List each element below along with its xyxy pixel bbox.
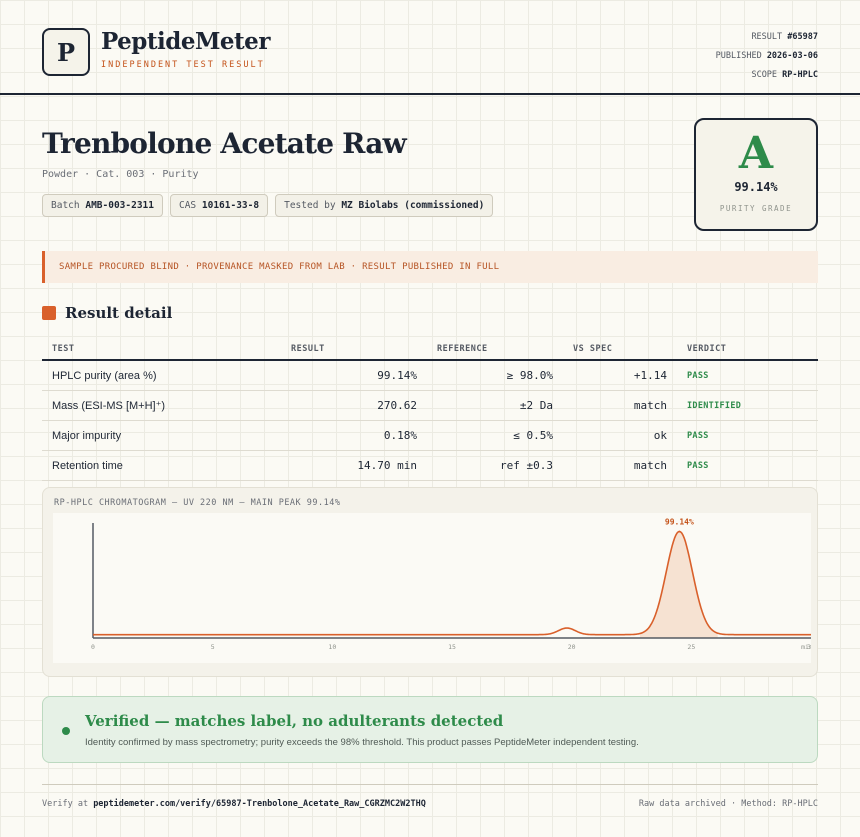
chart-title: RP-HPLC CHROMATOGRAM — UV 220 NM — MAIN …	[54, 498, 341, 508]
cell-vs-spec: ok	[563, 420, 677, 451]
tested-by-chip: Tested by MZ Biolabs (commissioned)	[275, 194, 494, 217]
footer-divider	[42, 784, 818, 785]
main-peak-fill	[639, 531, 718, 638]
cell-vs-spec: +1.14	[563, 360, 677, 391]
cell-vs-spec: match	[563, 390, 677, 421]
scope-label: SCOPE	[751, 70, 778, 80]
main-peak-label: 99.14%	[665, 517, 694, 526]
procurement-notice: SAMPLE PROCURED BLIND · PROVENANCE MASKE…	[42, 251, 818, 283]
table-row: HPLC purity (area %) 99.14% ≥ 98.0% +1.1…	[42, 360, 818, 391]
chart-marks: 0 5 10 15 20 25 30min 99.14%	[91, 517, 811, 651]
cell-reference: ≥ 98.0%	[427, 360, 563, 391]
verify-link[interactable]: peptidemeter.com/verify/65987-Trenbolone…	[93, 799, 426, 809]
table-header-row: TEST RESULT REFERENCE VS SPEC VERDICT	[42, 338, 818, 361]
table-row: Retention time 14.70 min ref ±0.3 match …	[42, 450, 818, 481]
chromatogram-card: RP-HPLC CHROMATOGRAM — UV 220 NM — MAIN …	[42, 487, 818, 677]
batch-value: AMB-003-2311	[85, 200, 154, 211]
grade-value: 99.14%	[734, 180, 778, 194]
cell-vs-spec: match	[563, 450, 677, 481]
x-tick-label: 5	[211, 643, 215, 651]
product-subtitle: Powder · Cat. 003 · Purity	[42, 169, 199, 180]
cell-reference: ≤ 0.5%	[427, 420, 563, 451]
cell-reference: ref ±0.3	[427, 450, 563, 481]
cell-result: 14.70 min	[281, 450, 427, 481]
product-title: Trenbolone Acetate Raw	[42, 127, 407, 160]
verified-description: Identity confirmed by mass spectrometry;…	[85, 737, 639, 748]
tested-by-value: MZ Biolabs (commissioned)	[341, 200, 485, 211]
cell-test: Mass (ESI-MS [M+H]⁺)	[42, 390, 281, 421]
tested-by-label: Tested by	[284, 200, 336, 211]
brand-tagline: INDEPENDENT TEST RESULT	[101, 60, 265, 70]
cell-verdict: PASS	[677, 360, 818, 391]
cell-result: 0.18%	[281, 420, 427, 451]
cell-result: 99.14%	[281, 360, 427, 391]
batch-label: Batch	[51, 200, 80, 211]
table-row: Mass (ESI-MS [M+H]⁺) 270.62 ±2 Da match …	[42, 390, 818, 421]
x-tick-label: 20	[568, 643, 576, 651]
footer-archive-note: Raw data archived · Method: RP-HPLC	[638, 799, 818, 809]
cell-verdict: PASS	[677, 450, 818, 481]
grade-letter: A	[738, 128, 774, 179]
header-divider	[0, 93, 860, 95]
x-tick-label: 30	[807, 643, 811, 651]
result-id-label: RESULT	[751, 32, 783, 42]
cell-test: HPLC purity (area %)	[42, 360, 281, 391]
chromatogram-chart: 0 5 10 15 20 25 30min 99.14%	[53, 513, 811, 663]
column-header-test: TEST	[42, 338, 281, 361]
published-row: PUBLISHED 2026-03-06	[716, 47, 818, 66]
cell-verdict: PASS	[677, 420, 818, 451]
column-header-verdict: VERDICT	[677, 338, 818, 361]
chromatogram-trace	[93, 530, 811, 636]
section-marker-icon	[42, 306, 56, 320]
footer-verify: Verify at peptidemeter.com/verify/65987-…	[42, 799, 426, 809]
result-meta: RESULT #65987 PUBLISHED 2026-03-06 SCOPE…	[716, 28, 818, 85]
brand-name: PeptideMeter	[101, 28, 270, 55]
scope-row: SCOPE RP-HPLC	[716, 66, 818, 85]
cell-test: Major impurity	[42, 420, 281, 451]
cas-label: CAS	[178, 200, 197, 211]
result-id-row: RESULT #65987	[716, 28, 818, 47]
table-row: Major impurity 0.18% ≤ 0.5% ok PASS	[42, 420, 818, 451]
x-axis-unit-label: min	[801, 643, 811, 651]
chart-plot-background	[53, 513, 811, 663]
scope-value: RP-HPLC	[782, 70, 818, 80]
cas-chip: CAS 10161-33-8	[169, 194, 269, 217]
x-tick-label: 0	[91, 643, 95, 651]
published-label: PUBLISHED	[715, 51, 762, 61]
cell-result: 270.62	[281, 390, 427, 421]
x-tick-label: 10	[328, 643, 336, 651]
cell-test: Retention time	[42, 450, 281, 481]
column-header-result: RESULT	[281, 338, 427, 361]
result-table: TEST RESULT REFERENCE VS SPEC VERDICT HP…	[42, 338, 818, 481]
grade-label: PURITY GRADE	[719, 204, 793, 213]
verified-dot-icon	[62, 727, 70, 735]
verify-label: Verify at	[42, 799, 89, 809]
cas-value: 10161-33-8	[201, 200, 260, 211]
batch-chip: Batch AMB-003-2311	[42, 194, 163, 217]
result-id-value: #65987	[787, 32, 818, 42]
section-title: Result detail	[65, 304, 173, 322]
x-tick-label: 15	[448, 643, 456, 651]
column-header-vs-spec: VS SPEC	[563, 338, 677, 361]
cell-verdict: IDENTIFIED	[677, 390, 818, 421]
x-tick-label: 25	[687, 643, 695, 651]
verification-banner: Verified — matches label, no adulterants…	[42, 696, 818, 763]
purity-grade-card: A 99.14% PURITY GRADE	[694, 118, 818, 231]
verified-title: Verified — matches label, no adulterants…	[85, 712, 504, 730]
published-value: 2026-03-06	[766, 51, 818, 61]
notice-text: SAMPLE PROCURED BLIND · PROVENANCE MASKE…	[59, 262, 500, 272]
product-chips: Batch AMB-003-2311 CAS 10161-33-8 Tested…	[42, 194, 494, 217]
column-header-reference: REFERENCE	[427, 338, 563, 361]
cell-reference: ±2 Da	[427, 390, 563, 421]
brand-logo: P	[42, 28, 90, 76]
